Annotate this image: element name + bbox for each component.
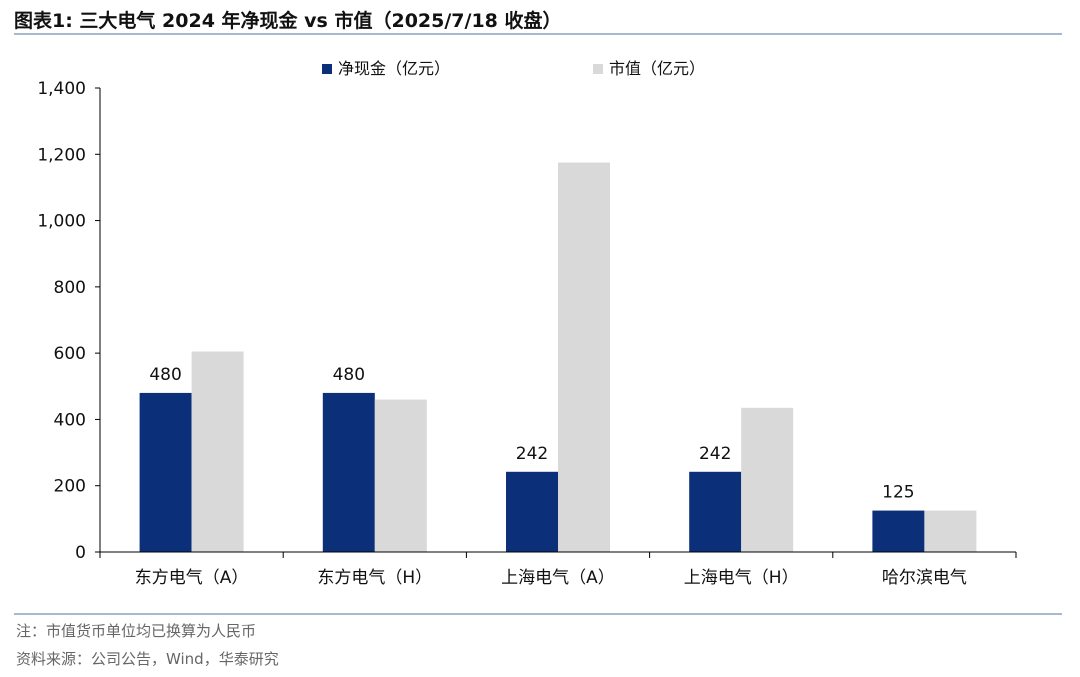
page-title: 图表1: 三大电气 2024 年净现金 vs 市值（2025/7/18 收盘） <box>14 10 562 32</box>
bar-net-cash <box>506 471 558 552</box>
y-tick-label: 400 <box>54 410 86 430</box>
footnote: 注：市值货币单位均已换算为人民币 <box>16 622 257 640</box>
bar-market-cap <box>558 162 610 553</box>
x-tick-label: 东方电气（A） <box>135 568 249 588</box>
y-tick-label: 800 <box>54 278 86 298</box>
bar-net-cash <box>872 510 925 552</box>
bar-net-cash <box>322 392 375 552</box>
y-tick-label: 1,200 <box>37 145 86 165</box>
x-tick-label: 上海电气（H） <box>684 568 799 588</box>
legend-swatch <box>593 64 603 74</box>
bar-data-label: 125 <box>882 483 914 503</box>
data-labels: 480 480 242 242 125 <box>149 365 914 503</box>
bar-chart: 净现金（亿元） 市值（亿元） 0 200 400 600 800 1,000 1,200 1,4… <box>37 59 1017 588</box>
bar-market-cap <box>741 407 794 552</box>
bar-data-label: 242 <box>516 444 548 464</box>
bar-net-cash <box>139 392 192 552</box>
title-divider <box>14 33 1062 35</box>
bar-data-label: 480 <box>333 365 365 385</box>
source-note: 资料来源：公司公告，Wind，华泰研究 <box>16 650 279 668</box>
y-tick-label: 0 <box>75 543 86 563</box>
bar-market-cap <box>374 399 427 552</box>
x-tick-label: 哈尔滨电气 <box>882 568 967 588</box>
bar-net-cash <box>689 471 742 552</box>
y-tick-label: 200 <box>54 477 86 497</box>
x-tick-label: 上海电气（A） <box>501 568 615 588</box>
y-tick-label: 600 <box>54 344 86 364</box>
legend-label: 市值（亿元） <box>609 59 705 78</box>
y-axis: 0 200 400 600 800 1,000 1,200 1,400 <box>37 79 101 563</box>
chart-legend: 净现金（亿元） 市值（亿元） <box>322 59 705 78</box>
y-tick-label: 1,400 <box>37 79 86 99</box>
legend-swatch <box>322 64 332 74</box>
footer-divider <box>14 613 1062 615</box>
y-tick-label: 1,000 <box>37 212 86 232</box>
x-tick-label: 东方电气（H） <box>317 568 432 588</box>
bar-market-cap <box>924 510 977 552</box>
bars-group <box>139 162 977 553</box>
bar-data-label: 242 <box>699 444 731 464</box>
bar-data-label: 480 <box>149 365 181 385</box>
bar-market-cap <box>191 351 244 552</box>
legend-label: 净现金（亿元） <box>338 59 450 78</box>
x-axis: 东方电气（A） 东方电气（H） 上海电气（A） 上海电气（H） 哈尔滨电气 <box>99 551 1017 588</box>
